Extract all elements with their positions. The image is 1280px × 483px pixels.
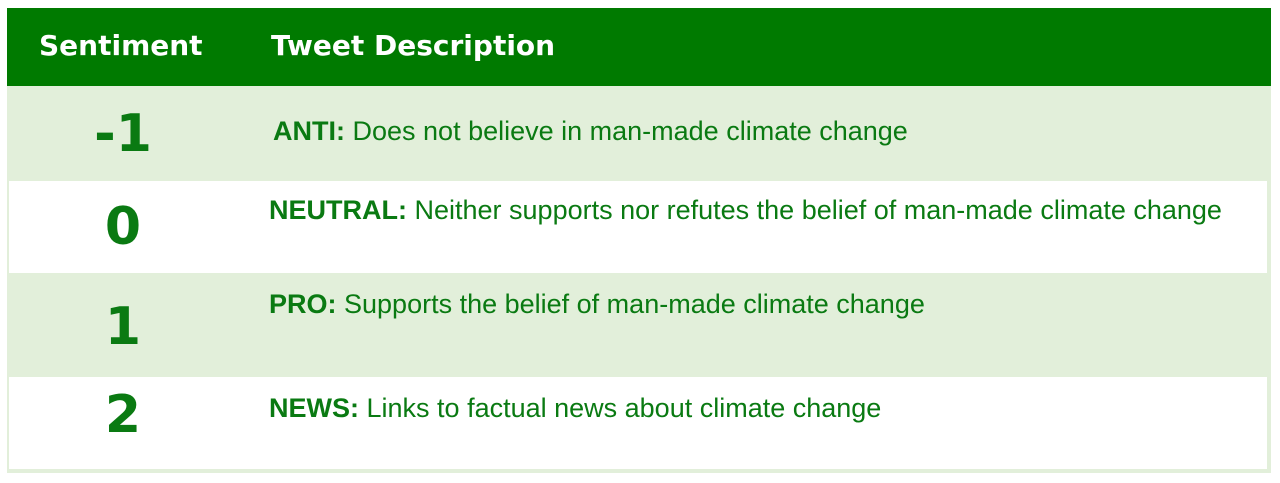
description-text: Links to factual news about climate chan… (366, 393, 882, 423)
description-text: Supports the belief of man-made climate … (344, 289, 925, 319)
table-row: -1 ANTI: Does not believe in man-made cl… (9, 86, 1267, 179)
description-label: NEUTRAL: (269, 195, 407, 225)
description-text: Does not believe in man-made climate cha… (352, 116, 908, 146)
description-label: NEWS: (269, 393, 359, 423)
tweet-description: PRO: Supports the belief of man-made cli… (269, 287, 1259, 322)
sentiment-table: Sentiment Tweet Description -1 ANTI: Doe… (7, 8, 1271, 473)
description-label: PRO: (269, 289, 337, 319)
tweet-description: NEUTRAL: Neither supports nor refutes th… (269, 193, 1259, 228)
description-text: Neither supports nor refutes the belief … (414, 195, 1222, 225)
table-row: 2 NEWS: Links to factual news about clim… (9, 377, 1267, 469)
description-label: ANTI: (273, 116, 345, 146)
sentiment-score: 0 (104, 197, 142, 257)
tweet-description: ANTI: Does not believe in man-made clima… (273, 114, 1263, 149)
sentiment-score: 1 (104, 297, 142, 357)
sentiment-score: 2 (104, 385, 142, 445)
tweet-description: NEWS: Links to factual news about climat… (269, 391, 1259, 426)
sentiment-score: -1 (94, 104, 152, 164)
table-row: 0 NEUTRAL: Neither supports nor refutes … (9, 181, 1267, 273)
header-sentiment: Sentiment (39, 29, 203, 62)
table-row: 1 PRO: Supports the belief of man-made c… (9, 275, 1267, 375)
table-header: Sentiment Tweet Description (7, 8, 1271, 86)
header-description: Tweet Description (271, 29, 556, 62)
